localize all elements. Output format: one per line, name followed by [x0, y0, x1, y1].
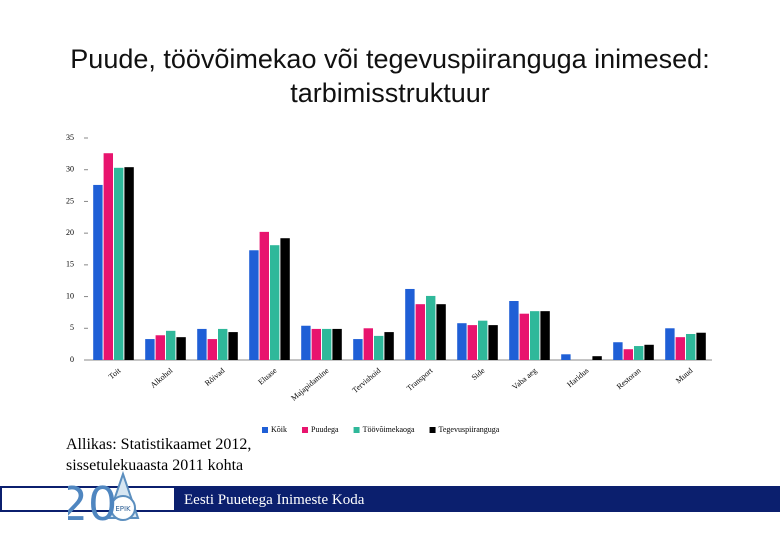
bar: [696, 332, 706, 360]
bar: [332, 328, 342, 360]
bar: [530, 311, 540, 360]
bar: [686, 333, 696, 360]
legend-swatch: [302, 427, 308, 433]
bar: [426, 295, 436, 360]
bar: [540, 311, 550, 360]
bar: [467, 325, 477, 360]
bar: [93, 184, 103, 360]
legend-swatch: [262, 427, 268, 433]
bar: [613, 342, 623, 360]
x-tick-label: Vaba aeg: [510, 366, 538, 392]
x-tick-label: Rõivad: [203, 366, 226, 388]
bar: [478, 320, 488, 360]
source-note: Allikas: Statistikaamet 2012, sissetulek…: [66, 436, 252, 474]
x-tick-label: Muud: [674, 366, 694, 385]
bar: [665, 328, 675, 360]
x-tick-label: Toit: [107, 366, 123, 382]
bar: [436, 304, 446, 360]
bar: [228, 332, 238, 360]
bar: [270, 245, 280, 360]
x-tick-label: Haridus: [565, 366, 590, 389]
bar: [322, 328, 332, 360]
logo: 20 EPIK: [68, 470, 140, 531]
bar: [405, 288, 415, 360]
legend-swatch: [429, 427, 436, 433]
bar: [374, 335, 384, 360]
legend-label: Töövõimekaoga: [363, 425, 415, 434]
bar: [259, 231, 269, 360]
legend-label: Kõik: [271, 425, 287, 434]
legend-label: Tegevuspiiranguga: [439, 425, 500, 434]
bar: [519, 313, 529, 360]
y-tick-label: 35: [66, 133, 74, 142]
y-tick-label: 15: [66, 260, 74, 269]
x-tick-label: Side: [470, 366, 487, 382]
x-tick-label: Alkohol: [149, 366, 175, 390]
bar: [114, 167, 124, 360]
bar: [166, 330, 176, 360]
x-tick-label: Majapidamine: [289, 366, 331, 403]
y-tick-label: 10: [66, 291, 74, 300]
bar: [675, 337, 685, 360]
bar: [197, 328, 207, 360]
logo-circle: [110, 495, 136, 521]
y-tick-label: 30: [66, 165, 74, 174]
footer-bar: Eesti Puuetega Inimeste Koda: [0, 486, 780, 512]
y-tick-label: 5: [70, 323, 74, 332]
bar: [363, 328, 373, 360]
bar: [415, 304, 425, 360]
bar: [488, 325, 498, 360]
bar: [145, 339, 155, 360]
x-tick-label: Restoran: [615, 366, 643, 391]
logo-initials: EPIK: [115, 505, 131, 513]
bar: [384, 332, 394, 360]
bar: [509, 301, 519, 360]
bar: [155, 335, 165, 360]
y-tick-label: 20: [66, 228, 74, 237]
bar: [207, 339, 217, 360]
bar: [623, 349, 633, 360]
bar: [301, 325, 311, 360]
bar: [457, 323, 467, 360]
bar: [592, 356, 602, 360]
logo-number: 20: [68, 477, 117, 531]
bar: [311, 328, 321, 360]
footer-text: Eesti Puuetega Inimeste Koda: [174, 488, 778, 510]
y-tick-label: 25: [66, 196, 74, 205]
bar: [176, 337, 186, 360]
x-tick-label: Eluase: [256, 366, 278, 387]
bar: [280, 238, 290, 360]
chart-title: Puude, töövõimekao või tegevuspiiranguga…: [70, 44, 710, 108]
legend-swatch: [353, 427, 360, 433]
x-tick-label: Transport: [405, 366, 435, 393]
chart: 0 5 10 15 20 25 30 35 Toit Alkohol Rõivad Eluase Maj…: [66, 133, 712, 434]
bar: [218, 328, 228, 360]
bar: [103, 153, 113, 360]
bar: [124, 167, 134, 360]
legend-label: Puudega: [311, 425, 339, 434]
y-tick-label: 0: [70, 355, 74, 364]
bar: [249, 250, 259, 360]
bar: [634, 346, 644, 360]
bar: [353, 339, 363, 360]
bar: [561, 354, 571, 360]
bar: [644, 344, 654, 360]
x-tick-label: Tervishoid: [351, 366, 383, 395]
